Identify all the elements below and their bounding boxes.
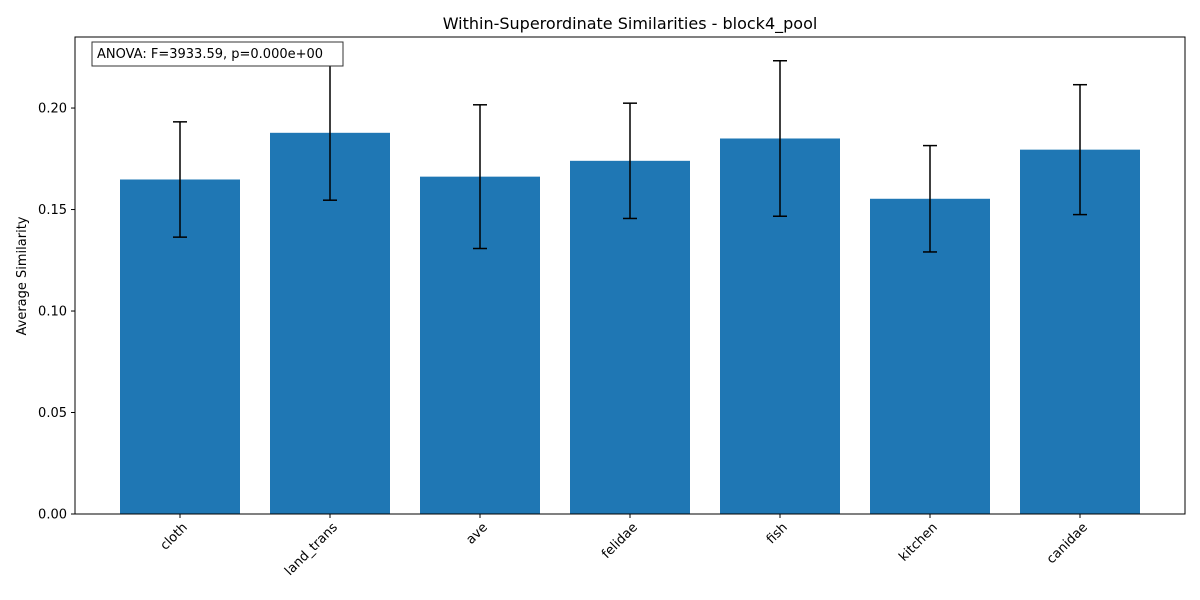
chart-title: Within-Superordinate Similarities - bloc… (443, 14, 818, 34)
y-tick-label-0.20: 0.20 (38, 102, 67, 117)
y-tick-label-0.15: 0.15 (38, 203, 67, 218)
x-tick-label-felidae: felidae (599, 520, 641, 562)
x-tick-label-fish: fish (764, 520, 791, 547)
x-tick-label-canidae: canidae (1044, 520, 1091, 567)
bar-felidae (570, 160, 690, 514)
y-tick-label-0.05: 0.05 (38, 406, 67, 421)
x-tick-label-cloth: cloth (158, 520, 191, 553)
x-tick-label-land_trans: land_trans (282, 520, 341, 579)
x-tick-label-kitchen: kitchen (896, 520, 940, 564)
anova-annotation-text: ANOVA: F=3933.59, p=0.000e+00 (97, 47, 323, 62)
plot-area: cloth land_trans ave felidae fish kitchen cani… (38, 36, 1186, 579)
y-tick-label-0.10: 0.10 (38, 305, 67, 320)
plot-frame (74, 36, 1186, 515)
y-tick-label-0.00: 0.00 (38, 508, 67, 523)
y-axis-label: Average Similarity (15, 216, 30, 335)
anova-annotation: ANOVA: F=3933.59, p=0.000e+00 (91, 41, 344, 67)
x-tick-label-ave: ave (463, 520, 490, 547)
